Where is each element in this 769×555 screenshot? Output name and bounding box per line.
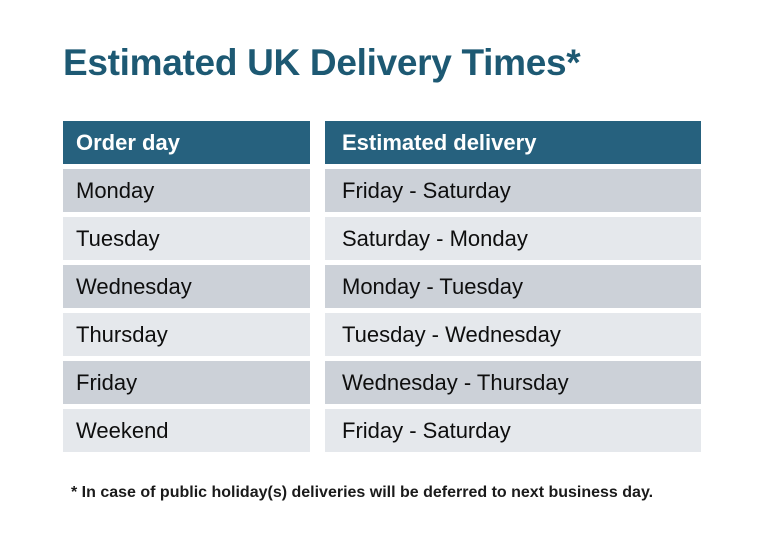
table-cell-delivery: Saturday - Monday [325, 217, 701, 260]
table-cell-delivery: Monday - Tuesday [325, 265, 701, 308]
table-cell-order-day: Monday [63, 169, 310, 212]
table-cell-order-day: Thursday [63, 313, 310, 356]
table-cell-order-day: Tuesday [63, 217, 310, 260]
table-cell-order-day: Weekend [63, 409, 310, 452]
table-cell-order-day: Wednesday [63, 265, 310, 308]
column-header-order-day: Order day [63, 121, 310, 164]
footnote: * In case of public holiday(s) deliverie… [71, 484, 654, 501]
table-cell-delivery: Wednesday - Thursday [325, 361, 701, 404]
table-cell-delivery: Friday - Saturday [325, 169, 701, 212]
table-cell-delivery: Friday - Saturday [325, 409, 701, 452]
column-header-estimated-delivery: Estimated delivery [325, 121, 701, 164]
table-cell-delivery: Tuesday - Wednesday [325, 313, 701, 356]
page-title: Estimated UK Delivery Times* [63, 42, 581, 83]
delivery-times-table: Order day Estimated delivery Monday Frid… [63, 121, 701, 452]
table-cell-order-day: Friday [63, 361, 310, 404]
